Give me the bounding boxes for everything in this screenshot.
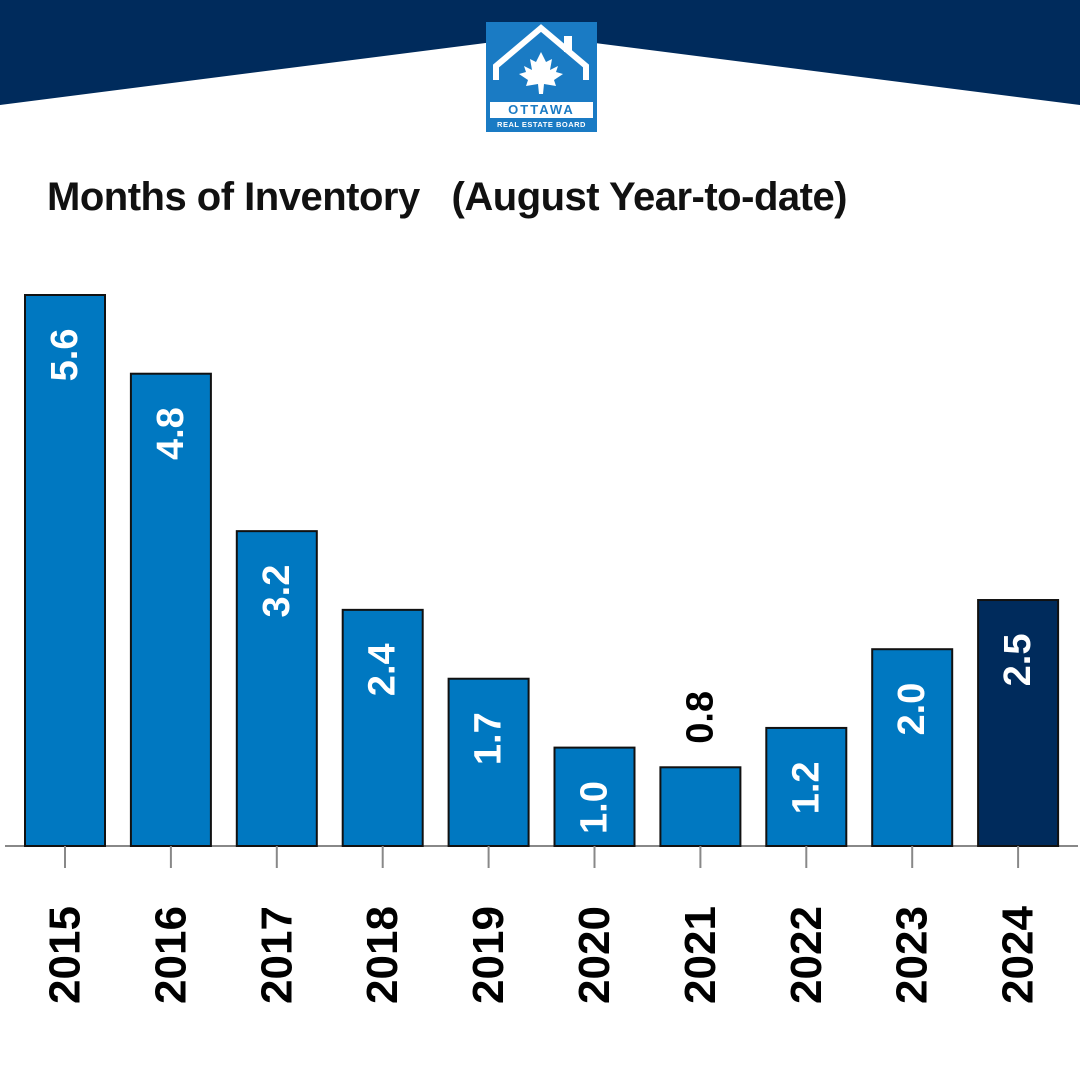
x-tick-label-2018: 2018 <box>358 906 407 1004</box>
value-label-2015: 5.6 <box>44 329 86 382</box>
x-tick-label-2023: 2023 <box>888 906 937 1004</box>
bar-2017 <box>235 530 318 848</box>
ottawa-real-estate-board-logo: OTTAWA REAL ESTATE BOARD <box>486 22 597 132</box>
value-label-2017: 3.2 <box>256 565 298 618</box>
bar-2015 <box>24 294 106 847</box>
x-tick-label-2024: 2024 <box>994 906 1043 1004</box>
x-tick-label-2022: 2022 <box>782 906 831 1004</box>
logo-subtitle: REAL ESTATE BOARD <box>497 120 586 129</box>
header-banner <box>0 0 1080 105</box>
x-tick-label-2020: 2020 <box>570 906 619 1004</box>
value-label-2018: 2.4 <box>362 643 404 696</box>
house-maple-leaf-icon <box>493 24 589 94</box>
chart-title: Months of Inventory (August Year-to-date… <box>47 175 848 219</box>
value-label-2022: 1.2 <box>785 761 827 814</box>
value-label-2019: 1.7 <box>468 712 510 765</box>
bar-2021 <box>659 766 742 847</box>
bar-2023 <box>871 648 954 848</box>
value-label-2023: 2.0 <box>891 683 933 736</box>
x-tick-label-2021: 2021 <box>676 906 725 1004</box>
x-tick-label-2015: 2015 <box>41 906 90 1004</box>
value-label-2021: 0.8 <box>679 691 721 744</box>
value-label-2024: 2.5 <box>997 634 1039 687</box>
bar-2024 <box>977 599 1060 848</box>
bar-2022 <box>765 726 848 848</box>
value-label-2020: 1.0 <box>574 781 616 834</box>
x-tick-label-2017: 2017 <box>252 906 301 1004</box>
logo-wordmark: OTTAWA <box>490 102 593 118</box>
value-label-2016: 4.8 <box>150 407 192 460</box>
bar-2020 <box>553 746 636 847</box>
bar-2019 <box>447 677 530 847</box>
x-tick-label-2019: 2019 <box>464 906 513 1004</box>
bar-2016 <box>129 372 212 847</box>
x-tick-label-2016: 2016 <box>146 906 195 1004</box>
